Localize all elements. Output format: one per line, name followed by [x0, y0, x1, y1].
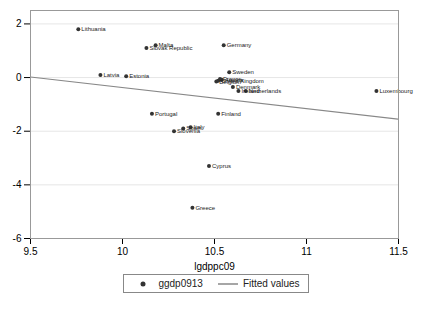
svg-text:Portugal: Portugal	[155, 111, 177, 117]
svg-text:Finland: Finland	[221, 111, 241, 117]
svg-text:Netherlands: Netherlands	[249, 88, 281, 94]
svg-text:Germany: Germany	[227, 42, 252, 48]
svg-text:Latvia: Latvia	[103, 72, 120, 78]
svg-text:10: 10	[117, 246, 129, 257]
svg-text:Cyprus: Cyprus	[212, 163, 231, 169]
svg-text:Greece: Greece	[195, 205, 215, 211]
svg-text:Slovenia: Slovenia	[177, 128, 200, 135]
svg-text:10.5: 10.5	[205, 246, 225, 257]
html-text:ggdp0913: ggdp0913	[158, 278, 203, 289]
svg-text:France: France	[223, 76, 242, 82]
html-text:Fitted values: Fitted values	[242, 278, 300, 289]
svg-text:Sweden: Sweden	[232, 69, 254, 75]
svg-text:United Kingdom: United Kingdom	[221, 77, 264, 84]
svg-text:11.5: 11.5	[389, 246, 408, 257]
svg-text:11: 11	[301, 246, 312, 257]
svg-text:Estonia: Estonia	[129, 73, 150, 79]
svg-text:Lithuania: Lithuania	[81, 26, 106, 32]
svg-text:2: 2	[16, 18, 22, 29]
svg-text:9.5: 9.5	[24, 246, 38, 257]
svg-text:-4: -4	[13, 179, 22, 190]
svg-text:Slovak Republic: Slovak Republic	[149, 45, 192, 51]
svg-text:lgdppc09: lgdppc09	[194, 261, 235, 272]
svg-text:0: 0	[16, 72, 22, 83]
svg-text:Italy: Italy	[194, 124, 205, 130]
svg-text:Luxembourg: Luxembourg	[379, 88, 412, 94]
svg-text:-6: -6	[13, 233, 22, 244]
svg-text:Denmark: Denmark	[235, 83, 261, 90]
svg-text:-2: -2	[13, 125, 22, 136]
